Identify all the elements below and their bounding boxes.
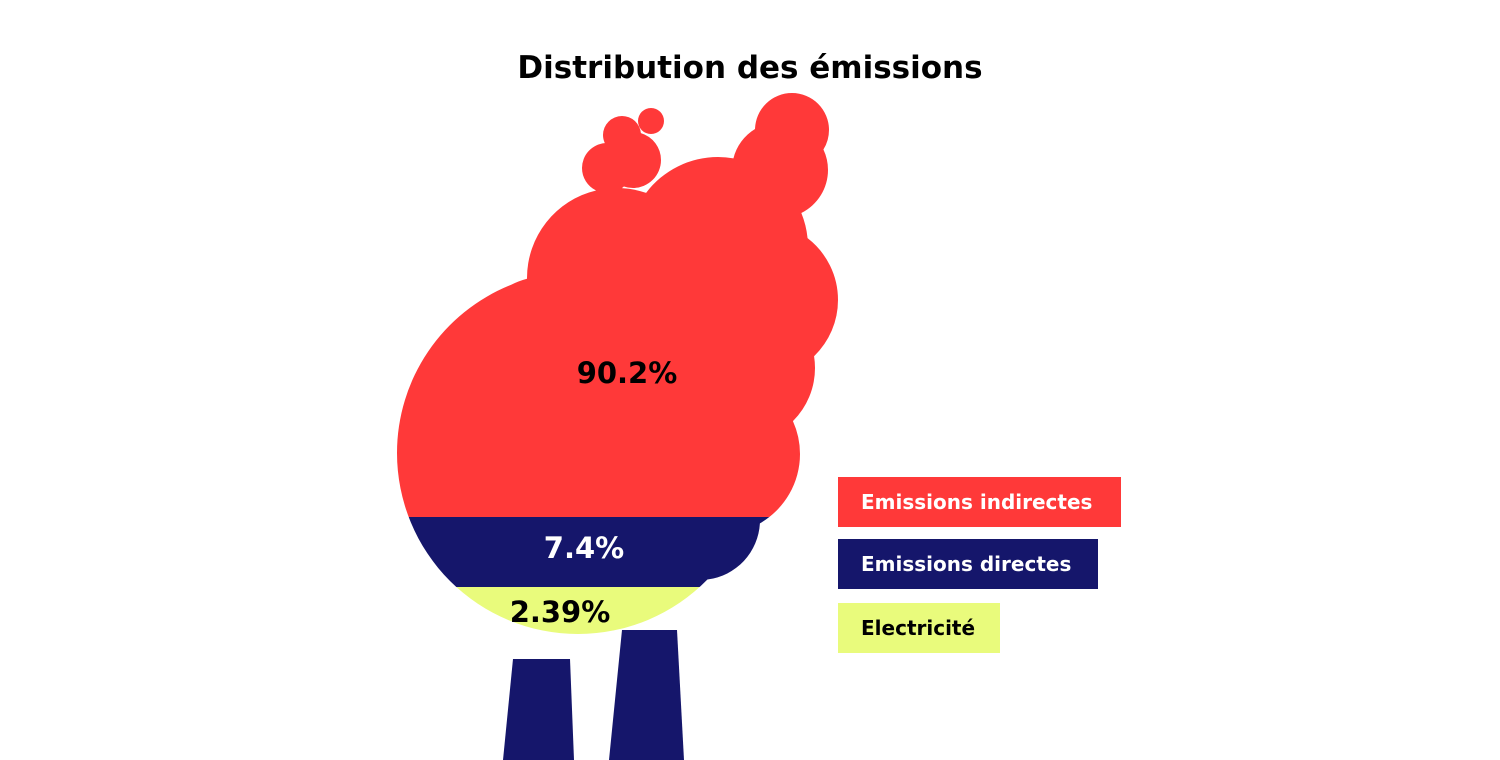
value-label: 7.4% <box>544 531 624 565</box>
legend-item: Emissions directes <box>838 539 1098 589</box>
legend-label: Emissions indirectes <box>861 490 1092 514</box>
legend-item: Electricité <box>838 603 1000 653</box>
chimney-left <box>503 659 574 760</box>
legend-label: Electricité <box>861 616 975 640</box>
legend-swatch <box>838 603 1000 653</box>
chimneys <box>503 630 684 760</box>
legend: Emissions indirectes Emissions directes El… <box>838 477 1121 653</box>
band-emissions-indirectes <box>397 93 838 517</box>
legend-label: Emissions directes <box>861 552 1071 576</box>
value-label: 90.2% <box>577 356 678 390</box>
legend-swatch <box>838 539 1098 589</box>
legend-swatch <box>838 477 1121 527</box>
value-labels: 90.2% 7.4% 2.39% <box>510 356 678 629</box>
band-electricit- <box>397 587 838 634</box>
chimney-right <box>609 630 684 760</box>
legend-item: Emissions indirectes <box>838 477 1121 527</box>
chart-title: Distribution des émissions <box>517 50 982 86</box>
value-label: 2.39% <box>510 595 611 629</box>
